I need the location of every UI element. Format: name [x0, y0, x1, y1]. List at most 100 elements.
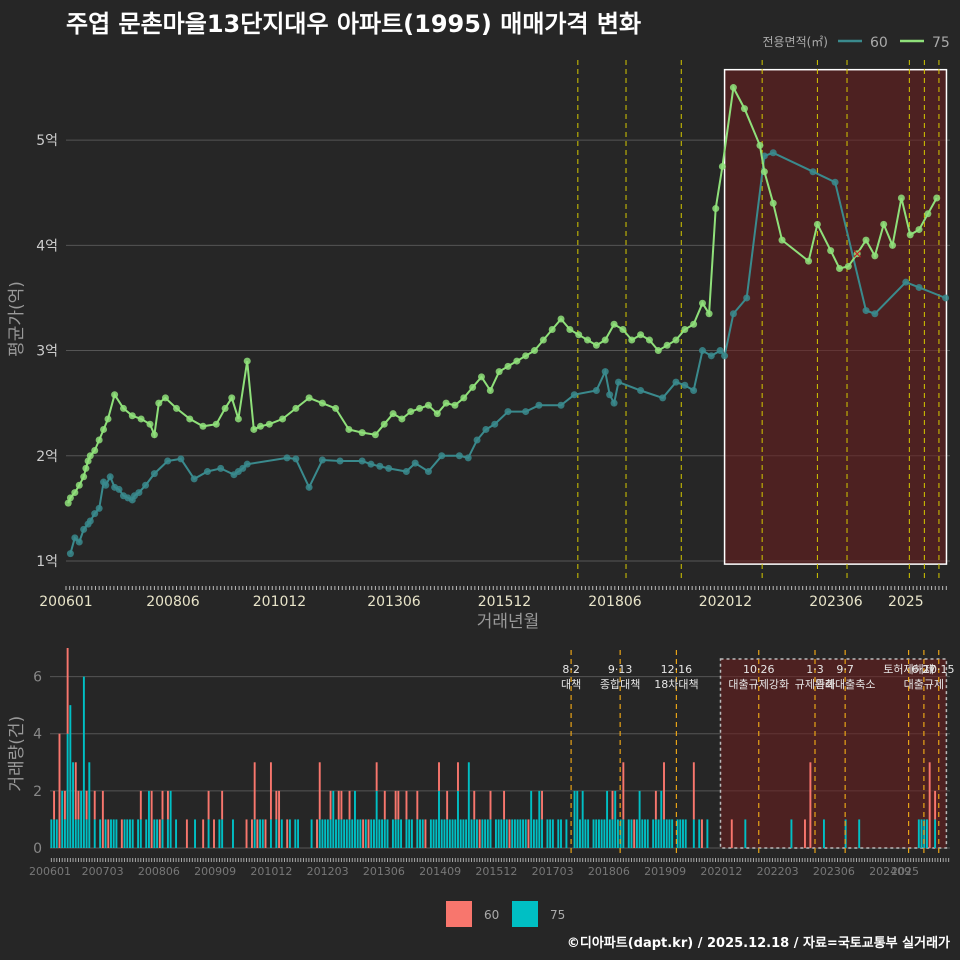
data-point-60 [769, 149, 777, 157]
y-tick-label: 4억 [36, 238, 58, 254]
legend-label-75: 75 [932, 35, 950, 51]
bar-75 [386, 819, 389, 848]
bar-60 [362, 819, 365, 848]
data-point-60 [504, 408, 512, 416]
bar-75 [261, 819, 264, 848]
bar-60 [275, 790, 278, 820]
bar-60 [473, 790, 476, 820]
bar-75 [679, 819, 682, 848]
data-point-60 [283, 454, 291, 462]
bar-60 [337, 790, 340, 820]
bar-60 [457, 762, 459, 791]
data-point-60 [305, 483, 313, 491]
bar-75 [340, 819, 343, 848]
bar-60 [383, 790, 386, 820]
data-point-60 [190, 475, 198, 483]
bar-75 [345, 819, 348, 848]
bar-75 [692, 819, 695, 848]
data-point-75 [705, 310, 713, 318]
bar-60 [446, 790, 449, 820]
bar-60 [489, 790, 492, 820]
data-point-60 [522, 408, 530, 416]
x-tick-label: 201703 [532, 865, 574, 878]
data-point-75 [380, 420, 388, 428]
data-point-75 [150, 431, 158, 439]
data-point-60 [557, 401, 565, 409]
bar-60 [202, 819, 205, 848]
bar-60 [654, 790, 657, 820]
data-point-60 [455, 452, 463, 460]
bar-75 [378, 819, 381, 848]
data-point-60 [66, 550, 74, 558]
data-point-75 [584, 336, 592, 344]
data-point-75 [173, 404, 180, 412]
bar-75 [326, 819, 329, 848]
bar-75 [332, 790, 335, 848]
bar-75 [595, 819, 598, 848]
x-tick-label: 200703 [82, 865, 124, 878]
bar-75 [546, 819, 549, 848]
bar-75 [454, 819, 457, 848]
data-point-75 [539, 336, 547, 344]
bar-75 [259, 819, 262, 848]
bar-60 [318, 762, 321, 820]
event-label: 10·15 [923, 663, 955, 676]
bar-75 [364, 819, 367, 848]
data-point-75 [531, 347, 539, 355]
bar-75 [88, 762, 91, 848]
event-label: 8·2 대책 [561, 663, 581, 691]
y-axis-title: 거래량(건) [7, 716, 27, 792]
bar-75 [484, 819, 487, 848]
bar-75 [920, 819, 923, 848]
event-label: 9·7 특례대출축소 [815, 663, 876, 691]
x-tick-label: 201012 [253, 594, 306, 610]
bar-75 [519, 819, 522, 848]
bar-75 [394, 819, 397, 848]
bar-75 [419, 819, 421, 848]
event-label: 10·26 대출규제강화 [728, 663, 789, 691]
bar-75 [671, 819, 674, 848]
bar-75 [318, 819, 321, 848]
bar-75 [535, 819, 538, 848]
bar-60 [503, 790, 506, 820]
data-point-75 [760, 168, 768, 176]
bar-75 [608, 819, 611, 848]
data-point-60 [102, 481, 110, 489]
bar-75 [131, 819, 134, 848]
data-point-75 [933, 194, 941, 202]
bar-75 [232, 819, 234, 848]
data-point-60 [239, 464, 247, 472]
bar-75 [627, 819, 630, 848]
data-point-75 [610, 320, 618, 328]
bar-75 [169, 790, 172, 848]
data-point-60 [482, 425, 490, 433]
bar-75 [660, 790, 663, 848]
bar-75 [614, 790, 617, 848]
bar-75 [822, 819, 825, 848]
bar-75 [269, 819, 272, 848]
bar-60 [264, 819, 267, 848]
bar-75 [275, 819, 278, 848]
bar-75 [74, 819, 77, 848]
bar-75 [917, 819, 920, 848]
bar-75 [53, 819, 56, 848]
bar-75 [551, 819, 554, 848]
bar-75 [375, 790, 378, 848]
bar-75 [156, 819, 159, 848]
series-line-75 [67, 84, 938, 504]
bar-75 [603, 819, 606, 848]
data-point-75 [91, 447, 99, 454]
data-point-75 [228, 394, 236, 402]
data-point-75 [729, 84, 737, 92]
event-label: 12·16 18차대책 [654, 663, 698, 691]
data-point-60 [385, 464, 393, 472]
data-point-60 [491, 420, 499, 428]
data-point-60 [243, 460, 251, 468]
bar-75 [579, 819, 581, 848]
bar-60 [405, 790, 408, 820]
bar-75 [494, 819, 497, 848]
data-point-75 [663, 341, 671, 349]
bar-75 [500, 819, 503, 848]
data-point-75 [712, 205, 720, 213]
data-point-60 [135, 489, 143, 497]
